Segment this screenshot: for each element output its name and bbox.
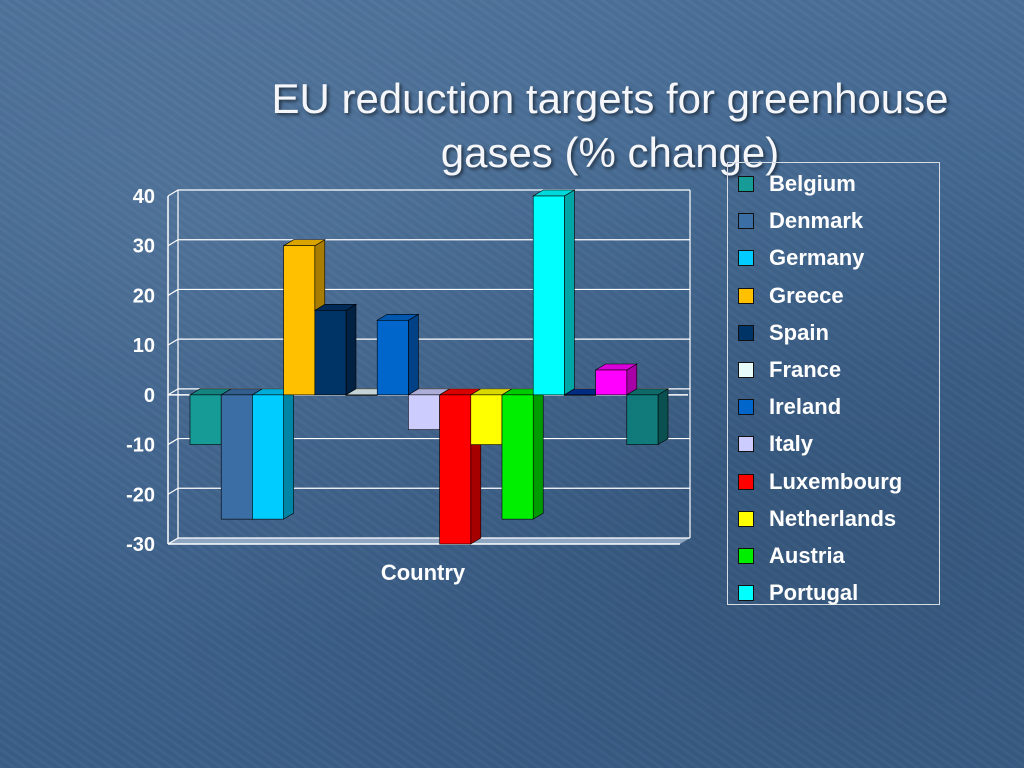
- bar-front: [408, 394, 440, 430]
- bar-front: [532, 195, 565, 396]
- y-tick-label: 20: [133, 285, 155, 307]
- legend-swatch: [738, 287, 754, 304]
- legend-item-greece: Greece: [738, 281, 844, 311]
- legend-label: Greece: [769, 282, 844, 308]
- legend-item-portugal: Portugal: [738, 578, 858, 608]
- gridline-depth: [167, 239, 179, 247]
- y-tick-label: -20: [126, 484, 155, 506]
- legend-item-luxembourg: Luxembourg: [738, 467, 902, 497]
- legend-swatch: [738, 473, 754, 490]
- legend-label: Belgium: [769, 171, 856, 196]
- chart-legend: Belgium Denmark Germany Greece Spain France Ir…: [727, 162, 940, 605]
- legend-item-austria: Austria: [738, 541, 845, 571]
- legend-swatch: [738, 510, 754, 527]
- gridline-depth: [167, 388, 179, 396]
- bar-layer: [188, 189, 670, 545]
- legend-label: Italy: [769, 431, 814, 457]
- bar-front: [595, 369, 628, 396]
- legend-swatch: [738, 585, 754, 602]
- legend-swatch: [738, 324, 754, 341]
- legend-item-germany: Germany: [738, 243, 864, 273]
- gridline-depth: [167, 438, 179, 446]
- slide-title-line-2: gases (% change): [440, 129, 780, 176]
- gridline-depth: [167, 189, 179, 197]
- bar-austria: [500, 388, 545, 520]
- legend-swatch: [738, 176, 754, 192]
- bar-side: [657, 388, 669, 446]
- bar-germany: [251, 388, 295, 520]
- legend-label: France: [769, 357, 842, 382]
- gridline-depth: [167, 338, 179, 346]
- tick-layer: 40 30 20 10 0 -10 -20 -30: [126, 186, 155, 556]
- bar-front: [564, 394, 596, 396]
- bar-series-14: [594, 363, 638, 396]
- legend-item-spain: Spain: [738, 318, 829, 348]
- legend-item-denmark: Denmark: [738, 206, 863, 236]
- bar-front: [470, 394, 503, 445]
- bar-side: [345, 303, 357, 396]
- bar-front: [189, 394, 222, 445]
- legend-label: Netherlands: [769, 505, 897, 531]
- bar-side: [564, 189, 575, 396]
- bar-side: [532, 388, 544, 520]
- legend-label: Luxembourg: [769, 468, 903, 494]
- legend-label: Portugal: [769, 580, 859, 606]
- y-tick-label: -30: [126, 534, 155, 556]
- bar-front: [345, 394, 378, 396]
- y-tick-label: 30: [133, 236, 155, 258]
- y-tick-label: 0: [144, 385, 155, 407]
- bar-front: [220, 394, 253, 520]
- bar-ireland: [376, 313, 420, 396]
- bar-front: [376, 319, 409, 396]
- bar-front: [501, 394, 534, 520]
- slide-title-line-1: EU reduction targets for greenhouse: [271, 75, 949, 122]
- bar-front: [626, 394, 659, 445]
- bar-front: [439, 394, 472, 545]
- legend-item-netherlands: Netherlands: [738, 504, 896, 534]
- chart-floor: [168, 538, 690, 544]
- gridline-depth: [167, 487, 179, 495]
- legend-item-ireland: Ireland: [738, 392, 841, 422]
- legend-swatch: [738, 436, 754, 453]
- y-tick-label: 10: [133, 335, 155, 357]
- legend-label: Germany: [769, 245, 865, 271]
- legend-swatch: [738, 213, 754, 230]
- bar-series-15: [625, 388, 670, 446]
- slide-title: EU reduction targets for greenhouse gase…: [200, 72, 1020, 180]
- bar-front: [252, 394, 284, 520]
- y-tick-label: -10: [126, 435, 155, 457]
- bar-portugal: [532, 189, 576, 396]
- bar-spain: [313, 303, 358, 396]
- legend-swatch: [738, 250, 754, 267]
- legend-label: Ireland: [769, 394, 842, 420]
- gridline-depth: [167, 537, 179, 545]
- bar-front: [283, 245, 316, 396]
- bar-front: [314, 310, 347, 396]
- legend-swatch: [738, 399, 754, 416]
- gridline-depth: [167, 288, 179, 296]
- bar-side: [408, 313, 419, 396]
- legend-label: Denmark: [769, 208, 864, 234]
- legend-item-belgium: Belgium: [738, 169, 856, 199]
- y-tick-label: 40: [133, 186, 155, 208]
- legend-swatch: [738, 548, 754, 564]
- legend-item-italy: Italy: [738, 429, 813, 459]
- legend-label: Spain: [769, 319, 829, 345]
- legend-label: Austria: [769, 543, 845, 568]
- legend-item-france: France: [738, 355, 841, 385]
- bar-side: [283, 388, 294, 520]
- legend-swatch: [738, 362, 754, 378]
- x-axis-label: Country: [381, 560, 466, 585]
